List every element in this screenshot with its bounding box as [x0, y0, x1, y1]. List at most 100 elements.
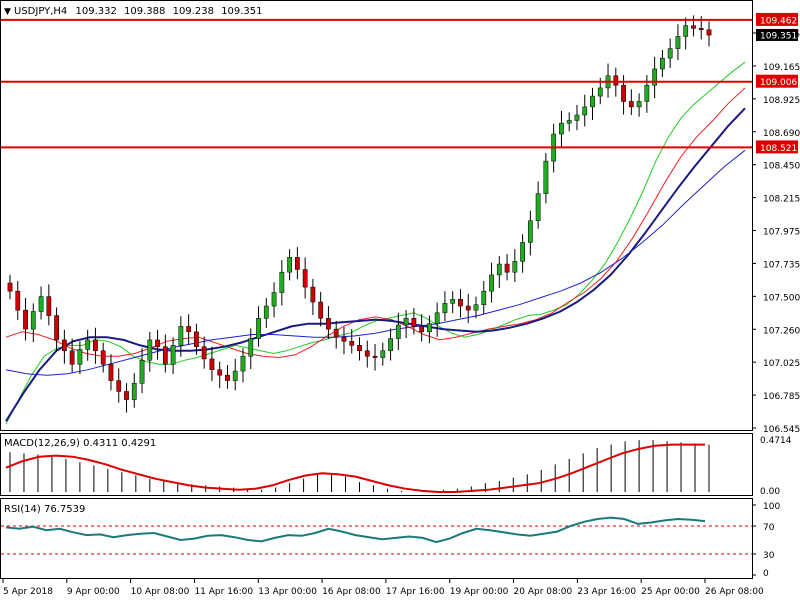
candle-body [628, 101, 634, 108]
x-tick-label: 9 Apr 00:00 [67, 587, 120, 597]
candle-body [566, 120, 572, 124]
candle-body [527, 220, 533, 243]
candle-body [131, 383, 137, 400]
candle-body [256, 318, 261, 339]
candle-body [194, 331, 199, 347]
candle-body [473, 304, 479, 311]
x-tick-label: 10 Apr 08:00 [131, 587, 190, 597]
level-badge-label: 109.006 [760, 78, 797, 88]
rsi-y-tick-label: 30 [763, 551, 775, 561]
candle-body [357, 345, 362, 352]
x-tick-label: 11 Apr 16:00 [194, 587, 253, 597]
candle-body [644, 84, 650, 102]
candle-body [535, 193, 541, 221]
candle-body [496, 263, 502, 276]
rsi-y-tick-label: 70 [763, 523, 775, 533]
header-high: 109.388 [124, 6, 165, 17]
candle-body [30, 311, 36, 330]
candle-body [675, 36, 681, 49]
price-y-tick-label: 107.735 [763, 260, 800, 270]
candle-body [667, 48, 673, 59]
candle-body [69, 350, 75, 365]
candle-body [263, 305, 269, 319]
candle-body [326, 318, 331, 330]
candle-body [582, 106, 588, 116]
candle-body [155, 339, 160, 347]
rsi-y-tick-label: 0 [763, 569, 769, 579]
candle-body [248, 338, 254, 357]
x-tick-label: 17 Apr 16:00 [386, 587, 445, 597]
rsi-line [5, 516, 706, 544]
macd-y-tick-label: 0.00 [760, 487, 780, 497]
candle-body [232, 370, 238, 381]
candle-body [77, 349, 83, 365]
x-tick-label: 13 Apr 00:00 [258, 587, 317, 597]
candle-body [15, 290, 21, 311]
candle-body [403, 318, 409, 326]
level-badge [756, 74, 798, 88]
x-tick-label: 26 Apr 08:00 [705, 587, 764, 597]
candle-body [186, 326, 192, 333]
candle-body [520, 242, 525, 262]
candle-body [559, 122, 564, 135]
candle-body [170, 345, 176, 365]
header-close: 109.351 [221, 6, 262, 17]
candle-body [388, 338, 393, 352]
candle-body [458, 299, 463, 307]
header-open: 109.332 [75, 6, 116, 17]
candle-body [543, 160, 549, 194]
candle-body [54, 315, 59, 341]
candle-body [597, 87, 603, 97]
candle-body [310, 286, 316, 303]
candle-body [691, 25, 696, 29]
candle-body [621, 84, 626, 102]
level-badge [756, 12, 798, 26]
level-badge-label: 109.462 [760, 16, 797, 26]
price-y-tick-label: 109.165 [763, 63, 800, 73]
candle-body [660, 57, 665, 70]
price-y-tick-label: 108.690 [763, 129, 800, 139]
level-badge-label: 108.521 [760, 144, 797, 154]
header-arrow: ▼ [4, 7, 11, 17]
candle-body [442, 303, 448, 314]
price-y-tick-label: 107.260 [763, 326, 800, 336]
candle-body [504, 263, 510, 273]
price-y-tick-label: 106.545 [763, 425, 800, 435]
candle-body [93, 339, 98, 352]
price-y-tick-label: 107.025 [763, 359, 800, 369]
candle-body [85, 339, 91, 350]
candle-body [333, 328, 339, 338]
price-y-tick-label: 108.925 [763, 96, 800, 106]
price-panel-frame [0, 0, 753, 431]
candle-body [302, 269, 308, 288]
candle-body [318, 301, 324, 319]
x-tick-label: 20 Apr 08:00 [514, 587, 573, 597]
candle-body [279, 271, 285, 293]
rsi-title: RSI(14) 76.7539 [4, 504, 85, 515]
x-tick-label: 5 Apr 2018 [3, 587, 53, 597]
candle-body [294, 257, 300, 270]
candle-body [178, 326, 184, 346]
candle-body [419, 326, 425, 333]
header-low: 109.238 [173, 6, 214, 17]
candle-body [465, 305, 471, 311]
candle-body [481, 290, 487, 305]
moving-average-line-4 [5, 149, 746, 376]
last-price-badge [756, 28, 798, 41]
candle-body [46, 296, 52, 316]
candle-body [613, 75, 619, 86]
svg-text:USDJPY,H4 109.332: USDJPY,H4 109.332 109.388 109.238 109.35… [14, 6, 262, 17]
candle-body [411, 318, 417, 327]
candle-body [38, 296, 44, 312]
candle-body [380, 350, 386, 358]
macd-panel-frame [0, 433, 753, 496]
macd-title: MACD(12,26,9) 0.4311 0.4291 [4, 438, 156, 449]
candle-body [698, 28, 704, 30]
candle-body [100, 350, 106, 365]
moving-average-line-3 [5, 107, 746, 422]
candle-body [139, 360, 145, 384]
x-tick-label: 16 Apr 08:00 [322, 587, 381, 597]
header-symbol: USDJPY,H4 [14, 6, 67, 17]
